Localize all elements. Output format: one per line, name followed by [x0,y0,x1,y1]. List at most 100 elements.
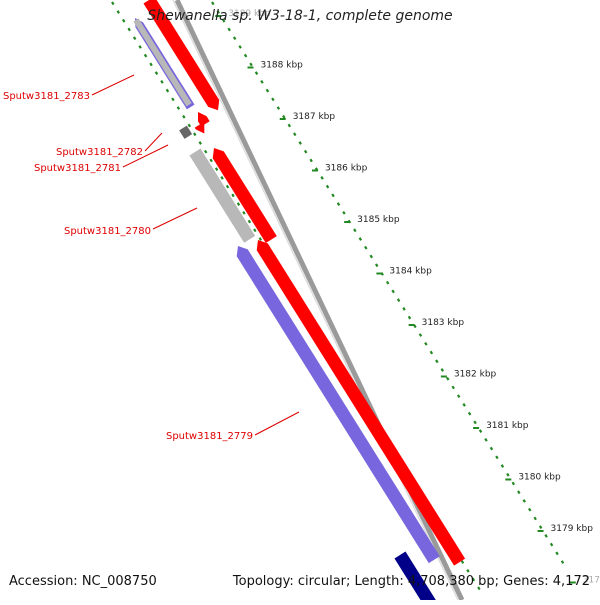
tick-mark [236,202,241,206]
tick-mark [489,446,494,451]
backbone-line [174,0,465,602]
backbone-highlight [172,0,459,601]
tick-mark [182,114,186,119]
tick-mark [154,71,159,75]
tick-mark [225,184,230,189]
forward-gene-bar [256,240,466,566]
tick-mark [249,62,253,67]
tick-mark [276,106,281,110]
tick-mark [374,263,379,268]
genome-summary-text: Topology: circular; Length: 4,708,380 bp… [232,574,590,589]
tick-mark [258,237,263,241]
tick-mark [203,149,208,154]
tick-mark [298,141,302,145]
scale-label: 3187 kbp [293,112,336,122]
scale-label: 3184 kbp [389,267,432,277]
tick-mark [309,158,313,163]
tick-mark [477,586,481,591]
tick-mark [460,560,465,564]
forward-gene-bar [212,148,277,243]
tick-mark [560,560,565,564]
tick-mark [402,307,406,311]
tick-mark [254,71,259,75]
pseudo-gene-bar [189,148,256,243]
tick-mark [211,1,215,6]
tick-mark [517,490,521,495]
tick-mark [462,403,466,407]
tick-mark [522,499,526,503]
tick-mark [282,114,286,119]
gene-label-leader [144,132,163,152]
tick-mark [116,10,120,14]
tick-mark [176,106,181,110]
tick-mark [478,429,483,433]
scale-label: 3186 kbp [325,164,368,174]
tick-mark [260,79,264,84]
tick-mark [138,45,142,49]
tick-mark [396,298,401,302]
tick-mark [358,237,363,241]
tick-mark [331,193,335,198]
tick-mark [227,27,231,32]
tick-mark [435,359,439,364]
tick-mark [214,167,219,172]
tick-mark [238,45,242,49]
tick-mark [271,97,275,102]
tick-mark [143,53,148,58]
scale-label: 3182 kbp [454,370,497,380]
tick-mark [165,88,170,93]
scale-label: 3181 kbp [486,421,529,431]
accession-text: Accession: NC_008750 [9,574,157,589]
tick-mark [484,437,488,442]
gene-features [133,0,466,605]
tick-mark [265,88,270,93]
tick-mark [293,132,297,137]
tick-mark [232,36,237,41]
tick-mark [424,341,428,346]
gene-label: Sputw3181_2783 [3,91,90,102]
tick-mark [418,333,423,337]
tick-mark [385,280,390,285]
tick-mark [121,18,126,23]
tick-mark [243,53,248,58]
tick-mark [231,193,235,198]
tick-mark [336,202,341,206]
outer-tick-track [211,1,565,564]
forward-gene-bar [198,112,210,127]
tick-mark [466,568,470,573]
tick-mark [364,245,368,250]
tick-mark [555,551,559,556]
tick-mark [391,289,395,294]
scale-label: 3180 kbp [518,473,561,483]
tick-mark [342,210,346,215]
reverse-gene-bar [394,551,438,605]
tick-mark [471,577,476,582]
pseudo-gene-bar [133,18,192,107]
tick-mark [171,97,175,102]
tick-mark [216,10,220,14]
tick-mark [451,385,455,390]
tick-mark [495,455,499,460]
tick-mark [221,18,226,23]
genome-title: Shewanella sp. W3-18-1, complete genome [147,8,453,24]
tick-mark [467,411,472,416]
tick-mark [544,534,548,538]
tick-mark [538,525,543,530]
tick-mark [429,350,434,355]
pseudo-gene-bar [179,125,193,139]
tick-mark [149,62,153,67]
tick-mark [127,27,131,32]
forward-gene-bar [143,0,220,111]
tick-mark [473,420,477,425]
gene-label-leader [254,411,300,436]
gene-label: Sputw3181_2781 [34,163,121,174]
scale-label: 3179 kbp [551,524,594,534]
scale-labels: 3189 kbp 3188 kbp 3187 kbp 3186 kbp 3185 kbp… [215,9,600,586]
tick-mark [111,1,115,6]
tick-mark [353,228,357,233]
scale-label: 3183 kbp [422,318,465,328]
scale-label: 3188 kbp [260,61,303,71]
tick-mark [287,123,292,128]
